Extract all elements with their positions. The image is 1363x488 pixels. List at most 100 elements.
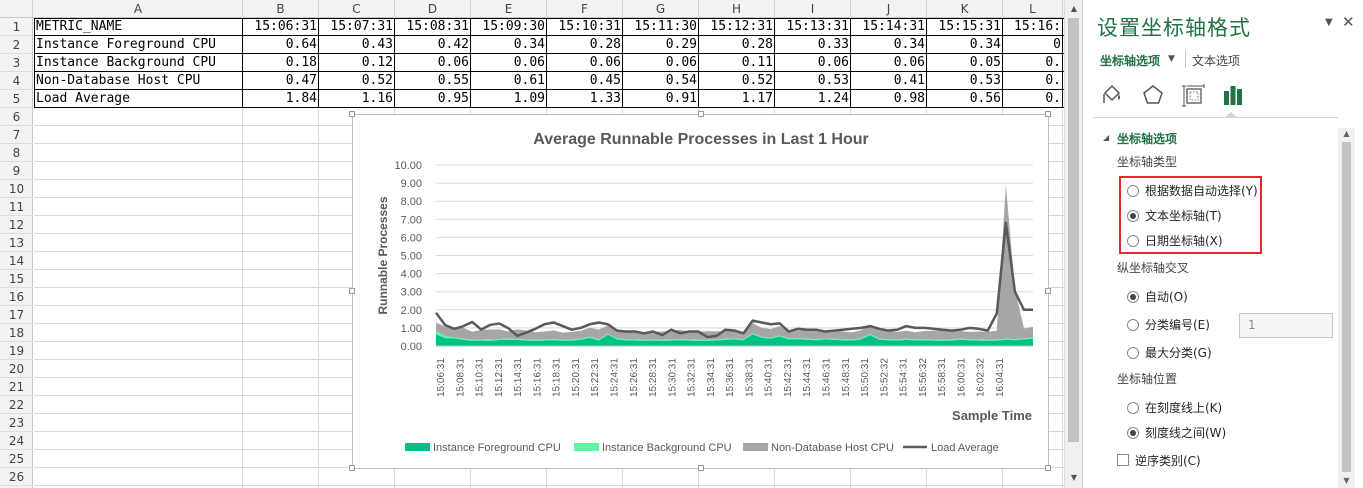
table-cell[interactable]: 0.05 bbox=[969, 55, 1001, 70]
table-cell[interactable]: Non-Database Host CPU bbox=[36, 73, 201, 88]
table-cell[interactable]: 0.54 bbox=[665, 73, 697, 88]
row-header-17[interactable]: 17 bbox=[0, 306, 33, 324]
resize-handle-top-right[interactable] bbox=[1045, 111, 1051, 117]
radio-button[interactable] bbox=[1127, 319, 1139, 331]
row-header-3[interactable]: 3 bbox=[0, 54, 33, 72]
radio-button[interactable] bbox=[1127, 347, 1139, 359]
radio-button[interactable] bbox=[1127, 210, 1139, 222]
row-header-26[interactable]: 26 bbox=[0, 468, 33, 486]
table-cell[interactable]: Instance Foreground CPU bbox=[36, 37, 217, 52]
row-header-14[interactable]: 14 bbox=[0, 252, 33, 270]
table-cell[interactable]: 0.06 bbox=[513, 55, 545, 70]
column-header-f[interactable]: F bbox=[547, 0, 623, 18]
row-header-18[interactable]: 18 bbox=[0, 324, 33, 342]
table-cell[interactable]: 0.52 bbox=[741, 73, 773, 88]
row-header-2[interactable]: 2 bbox=[0, 36, 33, 54]
table-cell[interactable]: 0.64 bbox=[285, 37, 317, 52]
pane-scrollbar[interactable]: ▲ ▼ bbox=[1338, 128, 1355, 488]
table-header-cell[interactable]: 15:11:30 bbox=[634, 19, 697, 34]
table-cell[interactable]: 0 bbox=[1053, 37, 1061, 52]
table-header-cell[interactable]: 15:06:31 bbox=[254, 19, 317, 34]
column-header-j[interactable]: J bbox=[851, 0, 927, 18]
table-cell[interactable]: 0.28 bbox=[589, 37, 621, 52]
tab-dropdown-arrow-icon[interactable]: ▼ bbox=[1168, 54, 1175, 64]
row-header-4[interactable]: 4 bbox=[0, 72, 33, 90]
resize-handle-left[interactable] bbox=[349, 288, 355, 294]
table-header-cell[interactable]: METRIC_NAME bbox=[36, 19, 123, 34]
row-header-24[interactable]: 24 bbox=[0, 432, 33, 450]
table-cell[interactable]: 0.56 bbox=[969, 91, 1001, 106]
column-header-g[interactable]: G bbox=[623, 0, 699, 18]
table-cell[interactable]: 0.18 bbox=[285, 55, 317, 70]
table-cell[interactable]: 1.33 bbox=[589, 91, 621, 106]
resize-handle-right[interactable] bbox=[1045, 288, 1051, 294]
row-header-23[interactable]: 23 bbox=[0, 414, 33, 432]
table-cell[interactable]: 0. bbox=[1045, 91, 1061, 106]
row-header-12[interactable]: 12 bbox=[0, 216, 33, 234]
table-header-cell[interactable]: 15:10:31 bbox=[558, 19, 621, 34]
table-cell[interactable]: 0.06 bbox=[589, 55, 621, 70]
select-all-corner[interactable] bbox=[0, 0, 33, 18]
column-header-e[interactable]: E bbox=[471, 0, 547, 18]
axis-options-bars-icon[interactable] bbox=[1220, 82, 1246, 108]
table-cell[interactable]: 1.84 bbox=[285, 91, 317, 106]
table-cell[interactable]: 1.09 bbox=[513, 91, 545, 106]
row-header-11[interactable]: 11 bbox=[0, 198, 33, 216]
table-cell[interactable]: 0.33 bbox=[817, 37, 849, 52]
table-cell[interactable]: 1.17 bbox=[741, 91, 773, 106]
resize-handle-bottom[interactable] bbox=[698, 465, 704, 471]
close-icon[interactable]: ✕ bbox=[1342, 13, 1355, 31]
table-header-cell[interactable]: 15:16: bbox=[1014, 19, 1061, 34]
category-number-input[interactable]: 1 bbox=[1239, 313, 1333, 338]
scroll-thumb[interactable] bbox=[1068, 18, 1079, 442]
resize-handle-bottom-left[interactable] bbox=[349, 465, 355, 471]
radio-button[interactable] bbox=[1127, 235, 1139, 247]
column-header-b[interactable]: B bbox=[243, 0, 319, 18]
table-cell[interactable]: 0.34 bbox=[893, 37, 925, 52]
table-cell[interactable]: 0.45 bbox=[589, 73, 621, 88]
column-header-k[interactable]: K bbox=[927, 0, 1003, 18]
table-cell[interactable]: 0.11 bbox=[741, 55, 773, 70]
row-header-6[interactable]: 6 bbox=[0, 108, 33, 126]
chevron-down-icon[interactable]: ▼ bbox=[1325, 17, 1333, 28]
table-cell[interactable]: Load Average bbox=[36, 91, 130, 106]
tab-axis-options[interactable]: 坐标轴选项 bbox=[1100, 54, 1161, 68]
scroll-down-arrow-icon[interactable]: ▼ bbox=[1070, 473, 1078, 482]
table-cell[interactable]: 0.06 bbox=[817, 55, 849, 70]
scroll-up-arrow-icon[interactable]: ▲ bbox=[1070, 4, 1078, 13]
table-cell[interactable]: 0.95 bbox=[437, 91, 469, 106]
row-header-16[interactable]: 16 bbox=[0, 288, 33, 306]
row-header-8[interactable]: 8 bbox=[0, 144, 33, 162]
table-cell[interactable]: 0.47 bbox=[285, 73, 317, 88]
row-header-25[interactable]: 25 bbox=[0, 450, 33, 468]
table-cell[interactable]: 0.12 bbox=[361, 55, 393, 70]
resize-handle-top[interactable] bbox=[698, 111, 704, 117]
table-cell[interactable]: 0.91 bbox=[665, 91, 697, 106]
row-header-5[interactable]: 5 bbox=[0, 90, 33, 108]
row-header-21[interactable]: 21 bbox=[0, 378, 33, 396]
row-header-19[interactable]: 19 bbox=[0, 342, 33, 360]
row-header-9[interactable]: 9 bbox=[0, 162, 33, 180]
table-header-cell[interactable]: 15:08:31 bbox=[406, 19, 469, 34]
chart[interactable]: Average Runnable Processes in Last 1 Hou… bbox=[349, 111, 1051, 471]
column-header-d[interactable]: D bbox=[395, 0, 471, 18]
sheet-vertical-scrollbar[interactable]: ▲ ▼ bbox=[1064, 0, 1082, 488]
table-header-cell[interactable]: 15:12:31 bbox=[710, 19, 773, 34]
row-header-15[interactable]: 15 bbox=[0, 270, 33, 288]
radio-button[interactable] bbox=[1127, 427, 1139, 439]
table-cell[interactable]: 0.43 bbox=[361, 37, 393, 52]
table-cell[interactable]: 0.98 bbox=[893, 91, 925, 106]
table-cell[interactable]: Instance Background CPU bbox=[36, 55, 217, 70]
radio-button[interactable] bbox=[1127, 291, 1139, 303]
reverse-categories-checkbox[interactable] bbox=[1117, 454, 1129, 466]
row-header-22[interactable]: 22 bbox=[0, 396, 33, 414]
effects-pentagon-icon[interactable] bbox=[1140, 82, 1166, 108]
table-cell[interactable]: 0.53 bbox=[969, 73, 1001, 88]
row-header-7[interactable]: 7 bbox=[0, 126, 33, 144]
column-header-l[interactable]: L bbox=[1003, 0, 1063, 18]
table-header-cell[interactable]: 15:14:31 bbox=[862, 19, 925, 34]
row-header-13[interactable]: 13 bbox=[0, 234, 33, 252]
tab-text-options[interactable]: 文本选项 bbox=[1192, 54, 1241, 68]
fill-line-icon[interactable] bbox=[1099, 82, 1125, 108]
table-header-cell[interactable]: 15:07:31 bbox=[330, 19, 393, 34]
